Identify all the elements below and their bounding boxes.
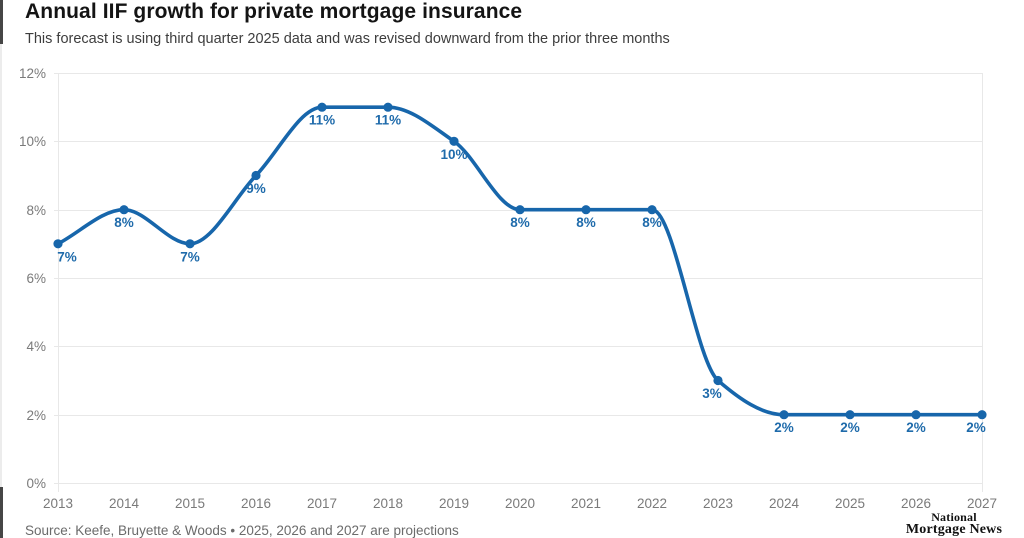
y-axis-tick-label: 6%	[26, 271, 46, 286]
x-axis-tick-label: 2017	[307, 496, 337, 511]
y-axis-tick-label: 8%	[26, 203, 46, 218]
data-point	[119, 205, 129, 215]
chart-subtitle: This forecast is using third quarter 202…	[25, 31, 670, 47]
x-axis-tick-label: 2023	[703, 496, 733, 511]
data-point-label: 2%	[966, 420, 986, 435]
data-point	[911, 410, 921, 420]
y-axis-tick-label: 4%	[26, 339, 46, 354]
left-edge-line	[0, 44, 2, 487]
data-point	[449, 136, 459, 146]
data-point-label: 11%	[375, 113, 401, 128]
data-point-label: 2%	[840, 420, 860, 435]
data-point	[251, 170, 261, 181]
data-point	[977, 410, 987, 420]
y-axis-tick-label: 0%	[26, 476, 46, 491]
data-point	[383, 102, 393, 112]
data-point	[53, 239, 63, 249]
left-edge-dark-top	[0, 0, 3, 44]
data-point-label: 9%	[246, 181, 266, 196]
x-axis-tick-label: 2021	[571, 496, 601, 511]
x-axis-tick-label: 2013	[43, 496, 73, 511]
data-point-label: 2%	[774, 420, 794, 435]
data-point-label: 7%	[57, 249, 77, 264]
chart-title: Annual IIF growth for private mortgage i…	[25, 0, 523, 23]
data-point	[581, 205, 591, 215]
x-axis-tick-label: 2024	[769, 496, 800, 511]
left-edge-dark-bottom	[0, 487, 3, 538]
x-axis-tick-label: 2016	[241, 496, 271, 511]
data-point	[845, 410, 855, 420]
x-axis-tick-label: 2015	[175, 496, 205, 511]
source-note: Source: Keefe, Bruyette & Woods • 2025, …	[25, 523, 459, 538]
data-point	[779, 410, 789, 420]
data-point	[185, 239, 195, 249]
x-axis-tick-label: 2025	[835, 496, 865, 511]
data-point	[515, 205, 525, 215]
y-axis-tick-label: 10%	[19, 134, 46, 149]
data-point-label: 7%	[180, 249, 200, 264]
x-axis-tick-label: 2026	[901, 496, 931, 511]
data-point-label: 3%	[702, 386, 722, 401]
data-point-label: 10%	[440, 147, 467, 162]
x-axis-tick-label: 2020	[505, 496, 535, 511]
x-axis-tick-label: 2014	[109, 496, 140, 511]
data-point	[317, 102, 327, 112]
data-point-label: 2%	[906, 420, 926, 435]
data-point-label: 8%	[114, 215, 134, 230]
y-axis-tick-label: 2%	[26, 408, 46, 423]
data-point	[713, 375, 723, 386]
x-axis-tick-label: 2019	[439, 496, 469, 511]
x-axis-tick-label: 2018	[373, 496, 403, 511]
publisher-logo: National Mortgage News	[898, 510, 1010, 537]
data-point-label: 8%	[642, 215, 662, 230]
data-point-label: 8%	[576, 215, 596, 230]
logo-line-1: National	[931, 510, 977, 524]
x-axis-tick-label: 2022	[637, 496, 667, 511]
data-point-label: 8%	[510, 215, 530, 230]
data-point-label: 11%	[309, 113, 335, 128]
x-axis-tick-label: 2027	[967, 496, 997, 511]
y-axis-tick-label: 12%	[19, 66, 46, 81]
data-point	[647, 205, 657, 215]
logo-line-2: Mortgage News	[905, 522, 1003, 537]
